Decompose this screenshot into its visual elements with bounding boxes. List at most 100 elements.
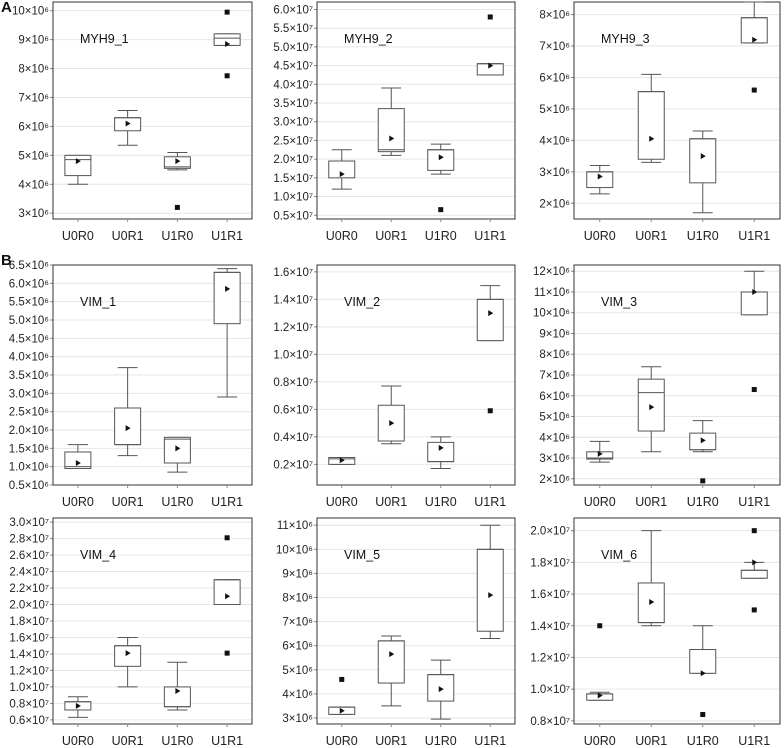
chart-vim_3-y-tick-label: 11×10⁶	[534, 287, 570, 299]
outlier-point	[438, 207, 444, 213]
chart-vim_3-y-tick-label: 5×10⁶	[539, 412, 570, 424]
chart-vim_5-title: VIM_5	[344, 548, 380, 562]
mean-marker	[752, 559, 758, 566]
chart-myh9_1-x-tick-label: U0R1	[112, 229, 144, 243]
mean-marker	[125, 650, 131, 657]
chart-vim_5-x-tick-label: U1R1	[474, 734, 506, 748]
chart-vim_1-y-tick-label: 2.0×10⁶	[9, 425, 49, 437]
chart-vim_5-x-tick-label: U0R0	[326, 734, 358, 748]
chart-myh9_3-x-tick-label: U1R1	[738, 229, 770, 243]
chart-myh9_2-y-tick-label: 3.0×10⁷	[273, 117, 313, 129]
chart-vim_1-y-tick-label: 5.5×10⁶	[9, 297, 49, 309]
chart-myh9_1-y-tick-label: 10×10⁶	[12, 6, 49, 18]
chart-vim_4-y-tick-label: 2.4×10⁷	[9, 567, 49, 579]
chart-vim_1-y-tick-label: 6.5×10⁶	[9, 260, 49, 272]
chart-vim_5-plot-frame	[316, 517, 516, 725]
chart-vim_4-y-tick-label: 1.0×10⁷	[9, 682, 49, 694]
chart-myh9_1: 3×10⁶ 4×10⁶ 5×10⁶ 6×10⁶ 7×10⁶ 8×10⁶ 9×10⁶ 10×10…	[12, 1, 253, 243]
chart-vim_3-box-u1r1	[740, 270, 768, 393]
chart-myh9_1-x-tick-label: U1R0	[161, 229, 193, 243]
chart-vim_5-x-tick-label: U0R1	[375, 734, 407, 748]
mean-marker	[488, 62, 494, 69]
chart-vim_2-y-tick-label: 0.2×10⁷	[273, 459, 313, 471]
chart-vim_6-y-tick-label: 0.8×10⁷	[530, 716, 570, 728]
chart-vim_1-y-tick-label: 1.5×10⁶	[9, 443, 49, 455]
chart-vim_6-y-tick-label: 1.6×10⁷	[530, 589, 570, 601]
chart-myh9_1-plot-frame	[52, 1, 253, 220]
chart-myh9_2-y-tick-label: 5.5×10⁷	[273, 23, 313, 35]
chart-vim_3-y-tick-label: 6×10⁶	[539, 391, 570, 403]
chart-vim_6-box-u1r0	[689, 625, 717, 717]
chart-vim_5-box-u0r0	[328, 676, 356, 715]
chart-vim_4-box-u0r0	[64, 696, 92, 718]
chart-myh9_1-y-tick-label: 4×10⁶	[18, 179, 49, 191]
chart-vim_6-box-u1r1	[740, 528, 768, 613]
chart-vim_3: 2×10⁶ 3×10⁶ 4×10⁶ 5×10⁶ 6×10⁶ 7×10⁶ 8×10⁶ 9×10⁶…	[533, 264, 781, 509]
chart-vim_1-y-tick-label: 4.0×10⁶	[9, 352, 49, 364]
mean-marker	[700, 437, 706, 444]
chart-vim_3-y-tick-label: 7×10⁶	[539, 370, 570, 382]
chart-vim_1-box-u1r1	[213, 268, 241, 398]
chart-vim_6-x-tick-label: U1R1	[738, 734, 770, 748]
chart-vim_1-y-tick-label: 4.5×10⁶	[9, 333, 49, 345]
chart-myh9_1-title: MYH9_1	[80, 32, 129, 46]
chart-vim_6-x-tick-label: U0R1	[635, 734, 667, 748]
chart-myh9_3-y-tick-label: 4×10⁶	[539, 135, 570, 147]
chart-vim_1-y-tick-label: 0.5×10⁶	[9, 480, 49, 492]
chart-vim_1: 0.5×10⁶ 1.0×10⁶ 1.5×10⁶ 2.0×10⁶ 2.5×10⁶ 3.0×1…	[9, 260, 253, 509]
mean-marker	[488, 310, 494, 317]
mean-marker	[225, 40, 231, 47]
iqr-box	[427, 441, 455, 463]
chart-vim_6-box-u0r1	[637, 530, 665, 627]
chart-vim_1-box-u1r0	[163, 436, 191, 473]
chart-vim_4-y-tick-label: 2.8×10⁷	[9, 534, 49, 546]
chart-vim_5-box-u1r0	[427, 659, 455, 720]
mean-marker	[597, 692, 603, 699]
chart-vim_4-y-tick-label: 2.6×10⁷	[9, 550, 49, 562]
chart-vim_3-x-tick-label: U1R1	[738, 495, 770, 509]
chart-vim_3-box-u1r0	[689, 420, 717, 484]
chart-myh9_3-y-tick-label: 6×10⁶	[539, 72, 570, 84]
outlier-point	[224, 9, 230, 15]
mean-marker	[649, 135, 655, 142]
chart-myh9_1-box-u1r1	[213, 9, 241, 79]
mean-marker	[339, 457, 345, 464]
chart-vim_3-x-tick-label: U0R0	[584, 495, 616, 509]
iqr-box	[377, 108, 405, 153]
iqr-box	[740, 291, 768, 316]
chart-myh9_2: 0.5×10⁷ 1.0×10⁷ 1.5×10⁷ 2.0×10⁷ 2.5×10⁷ 3.0×1…	[273, 1, 516, 243]
mean-marker	[389, 420, 395, 427]
chart-myh9_3-x-tick-label: U0R1	[635, 229, 667, 243]
chart-vim_1-x-tick-label: U1R1	[211, 495, 243, 509]
chart-vim_2-y-tick-label: 1.0×10⁷	[273, 349, 313, 361]
chart-myh9_3-x-tick-label: U1R0	[687, 229, 719, 243]
chart-vim_5-y-tick-label: 8×10⁶	[282, 593, 313, 605]
mean-marker	[175, 445, 181, 452]
chart-myh9_2-x-tick-label: U1R1	[474, 229, 506, 243]
chart-vim_4-box-u1r1	[213, 535, 241, 656]
mean-marker	[438, 154, 444, 161]
chart-vim_4-y-tick-label: 1.8×10⁷	[9, 616, 49, 628]
chart-vim_4-y-tick-label: 3.0×10⁷	[9, 517, 49, 529]
chart-myh9_2-x-tick-label: U0R0	[326, 229, 358, 243]
chart-vim_1-y-tick-label: 3.0×10⁶	[9, 388, 49, 400]
chart-vim_1-y-tick-label: 6.0×10⁶	[9, 278, 49, 290]
chart-vim_3-box-u0r0	[586, 440, 614, 463]
mean-marker	[339, 171, 345, 178]
chart-myh9_1-y-tick-label: 5×10⁶	[18, 150, 49, 162]
chart-vim_1-y-tick-label: 3.5×10⁶	[9, 370, 49, 382]
mean-marker	[752, 36, 758, 43]
mean-marker	[488, 592, 494, 599]
mean-marker	[752, 288, 758, 295]
chart-vim_6-box-u0r0	[586, 623, 614, 701]
iqr-box	[586, 171, 614, 189]
mean-marker	[389, 651, 395, 658]
chart-vim_2-y-tick-label: 0.8×10⁷	[273, 377, 313, 389]
iqr-box	[637, 91, 665, 160]
chart-vim_6-y-tick-label: 2.0×10⁷	[530, 526, 570, 538]
chart-vim_2-x-tick-label: U1R1	[474, 495, 506, 509]
chart-myh9_1-y-tick-label: 3×10⁶	[18, 208, 49, 220]
outlier-point	[224, 73, 230, 79]
chart-myh9_1-box-u0r0	[64, 154, 92, 185]
